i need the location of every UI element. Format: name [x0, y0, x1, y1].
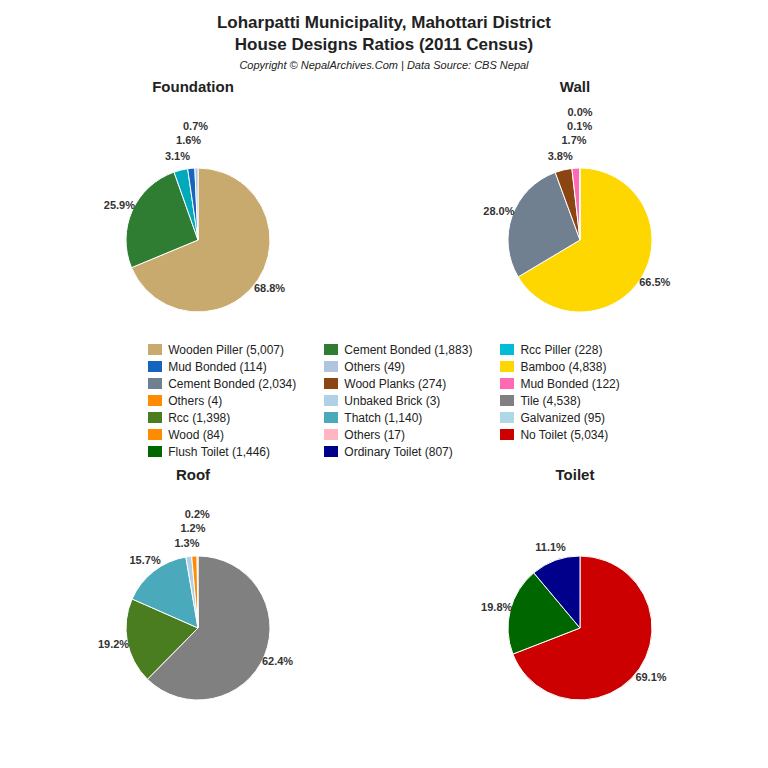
html-text:House Designs Ratios (2011 Cen: House Designs Ratios (2011 Census): [234, 35, 534, 54]
html-text:Roof: Roof: [175, 466, 211, 483]
html-text:Wood Planks (274): Wood Planks (274): [344, 376, 447, 391]
html-text:Wood (84): Wood (84): [168, 427, 224, 442]
html-text:Copyright © NepalArchives.Com: Copyright © NepalArchives.Com | Data Sou…: [239, 59, 529, 71]
html-text:Ordinary Toilet (807): Ordinary Toilet (807): [344, 444, 453, 459]
html-text:Unbaked Brick (3): Unbaked Brick (3): [344, 393, 441, 408]
html-text:Flush Toilet (1,446): Flush Toilet (1,446): [168, 444, 270, 459]
svg-text:11.1%: 11.1%: [535, 541, 566, 553]
svg-text:0.0%: 0.0%: [567, 106, 592, 118]
svg-text:3.1%: 3.1%: [165, 150, 190, 162]
html-text:Bamboo (4,838): Bamboo (4,838): [520, 359, 607, 374]
svg-text:0.2%: 0.2%: [185, 508, 210, 520]
html-text:Galvanized (95): Galvanized (95): [520, 410, 606, 425]
html-text:Rcc Piller (228): Rcc Piller (228): [520, 342, 603, 357]
html-text:Rcc (1,398): Rcc (1,398): [168, 410, 231, 425]
html-text:No Toilet (5,034): No Toilet (5,034): [520, 427, 609, 442]
html-text:Others (49): Others (49): [344, 359, 405, 374]
svg-text:1.2%: 1.2%: [180, 522, 205, 534]
svg-text:15.7%: 15.7%: [129, 554, 160, 566]
html-text:Toilet: Toilet: [555, 466, 595, 483]
svg-text:28.0%: 28.0%: [483, 205, 514, 217]
html-text:Wooden Piller (5,007): Wooden Piller (5,007): [168, 342, 284, 357]
html-text:Others (17): Others (17): [344, 427, 405, 442]
html-text:Mud Bonded (122): Mud Bonded (122): [520, 376, 620, 391]
html-text:Cement Bonded (2,034): Cement Bonded (2,034): [168, 376, 297, 391]
svg-text:66.5%: 66.5%: [639, 276, 670, 288]
svg-text:68.8%: 68.8%: [254, 282, 285, 294]
html-text:Cement Bonded (1,883): Cement Bonded (1,883): [344, 342, 473, 357]
html-text:Loharpatti Municipality, Mahot: Loharpatti Municipality, Mahottari Distr…: [217, 13, 551, 32]
html-text:Wall: Wall: [559, 78, 591, 95]
svg-text:1.6%: 1.6%: [176, 134, 201, 146]
svg-text:25.9%: 25.9%: [104, 199, 135, 211]
svg-text:69.1%: 69.1%: [635, 671, 666, 683]
svg-text:0.7%: 0.7%: [183, 120, 208, 132]
svg-text:3.8%: 3.8%: [548, 150, 573, 162]
html-text:Mud Bonded (114): Mud Bonded (114): [168, 359, 267, 374]
svg-text:19.2%: 19.2%: [98, 638, 129, 650]
html-text:Foundation: Foundation: [152, 78, 234, 95]
svg-text:62.4%: 62.4%: [262, 655, 293, 667]
html-text:Tile (4,538): Tile (4,538): [520, 393, 581, 408]
html-text:Others (4): Others (4): [168, 393, 223, 408]
html-text:Thatch (1,140): Thatch (1,140): [344, 410, 423, 425]
svg-text:1.3%: 1.3%: [174, 537, 199, 549]
svg-text:19.8%: 19.8%: [481, 601, 512, 613]
svg-text:0.1%: 0.1%: [567, 120, 592, 132]
svg-text:1.7%: 1.7%: [562, 134, 587, 146]
